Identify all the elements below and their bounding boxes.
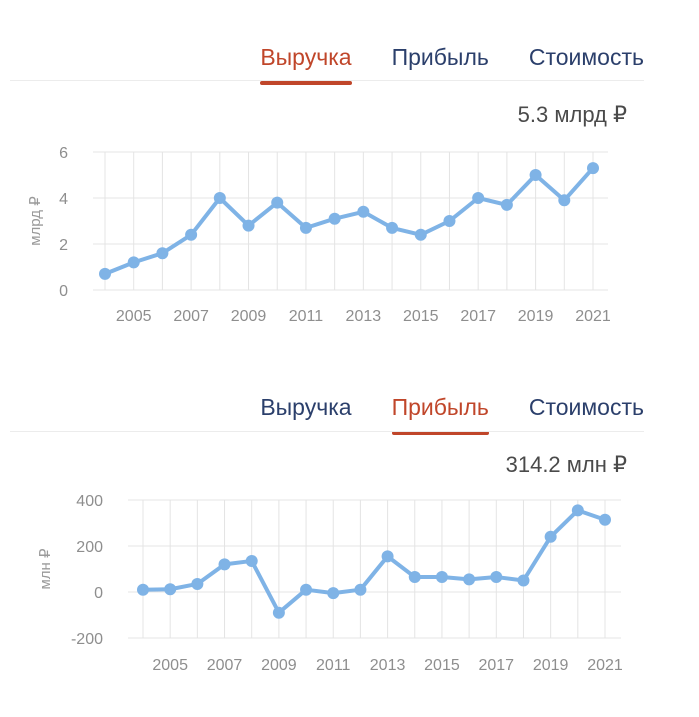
- x-tick-label: 2019: [518, 308, 554, 325]
- tab-revenue[interactable]: Выручка: [260, 44, 352, 85]
- x-tick-label: 2017: [460, 308, 496, 325]
- x-tick-label: 2013: [370, 657, 406, 674]
- data-point[interactable]: [357, 205, 370, 218]
- data-point[interactable]: [490, 571, 503, 584]
- data-point[interactable]: [164, 583, 177, 596]
- data-point[interactable]: [435, 571, 448, 584]
- y-axis-label: млрд ₽: [27, 196, 44, 246]
- x-tick-label: 2015: [424, 657, 460, 674]
- data-point[interactable]: [137, 583, 149, 596]
- data-point[interactable]: [517, 574, 530, 587]
- x-tick-label: 2015: [403, 308, 439, 325]
- data-point[interactable]: [191, 577, 204, 590]
- x-tick-label: 2005: [116, 308, 152, 325]
- x-tick-label: 2011: [289, 308, 324, 325]
- revenue-chart: 0 2 4 6 2005 2007 2009 2011 2013 2015 2017 2019 2021…: [27, 145, 611, 325]
- x-tick-label: 2019: [533, 657, 569, 674]
- series-line: [141, 508, 607, 615]
- x-tick-label: 2005: [152, 657, 188, 674]
- y-tick-label: 4: [59, 191, 68, 208]
- tab-value[interactable]: Стоимость: [528, 44, 644, 70]
- data-point[interactable]: [300, 583, 313, 596]
- x-tick-label: 2011: [316, 657, 351, 674]
- data-point[interactable]: [245, 554, 258, 567]
- x-tick-label: 2021: [575, 308, 611, 325]
- data-point[interactable]: [354, 583, 367, 596]
- y-tick-label: 0: [94, 585, 103, 602]
- tabs-divider: [10, 80, 644, 81]
- current-value: 314.2 млн ₽: [505, 452, 627, 477]
- y-tick-label: -200: [71, 631, 103, 648]
- data-point[interactable]: [381, 550, 394, 563]
- data-point[interactable]: [414, 228, 427, 241]
- metric-tabs: Выручка Прибыль Стоимость: [260, 394, 644, 435]
- data-point[interactable]: [299, 221, 312, 234]
- y-tick-label: 2: [59, 237, 68, 254]
- data-point[interactable]: [544, 530, 557, 543]
- x-tick-label: 2007: [173, 308, 209, 325]
- data-point[interactable]: [271, 196, 284, 209]
- data-point[interactable]: [443, 215, 456, 227]
- y-axis-label: млн ₽: [37, 548, 54, 590]
- x-tick-label: 2017: [478, 657, 514, 674]
- data-point[interactable]: [213, 192, 226, 204]
- data-point[interactable]: [218, 558, 231, 571]
- data-point[interactable]: [599, 513, 611, 526]
- x-tick-label: 2021: [587, 657, 623, 674]
- data-point[interactable]: [571, 504, 584, 517]
- data-point[interactable]: [408, 571, 421, 584]
- data-point[interactable]: [500, 198, 513, 211]
- tab-profit[interactable]: Прибыль: [391, 44, 489, 70]
- data-point[interactable]: [529, 169, 542, 181]
- current-value: 5.3 млрд ₽: [517, 102, 627, 127]
- tab-profit[interactable]: Прибыль: [391, 394, 490, 435]
- data-point[interactable]: [156, 247, 169, 260]
- y-tick-label: 400: [76, 493, 103, 510]
- data-point[interactable]: [558, 194, 571, 207]
- data-point[interactable]: [328, 212, 341, 225]
- data-point[interactable]: [587, 162, 599, 175]
- metric-tabs: Выручка Прибыль Стоимость: [260, 44, 644, 85]
- tab-value[interactable]: Стоимость: [528, 394, 644, 420]
- data-point[interactable]: [472, 192, 485, 204]
- data-point[interactable]: [463, 573, 476, 586]
- revenue-panel: Выручка Прибыль Стоимость 5.3 млрд ₽ 0 2 4…: [0, 0, 699, 340]
- tab-revenue[interactable]: Выручка: [260, 394, 352, 420]
- data-point[interactable]: [127, 256, 140, 269]
- tabs-divider: [10, 431, 644, 432]
- data-point[interactable]: [386, 221, 399, 234]
- data-point[interactable]: [327, 587, 340, 600]
- profit-chart: -200 0 200 400 2005 2007 2009 2011 2013 2015 2017 2…: [37, 493, 623, 674]
- data-point[interactable]: [272, 606, 285, 619]
- data-point[interactable]: [242, 219, 255, 232]
- y-tick-label: 200: [76, 539, 103, 556]
- x-tick-label: 2009: [261, 657, 297, 674]
- data-point[interactable]: [99, 267, 111, 280]
- series-line: [103, 166, 595, 276]
- profit-panel: Выручка Прибыль Стоимость 314.2 млн ₽ -2…: [0, 350, 699, 717]
- x-tick-label: 2007: [207, 657, 243, 674]
- y-tick-label: 6: [59, 145, 68, 162]
- data-point[interactable]: [185, 228, 198, 241]
- y-tick-label: 0: [59, 283, 68, 300]
- x-tick-label: 2013: [346, 308, 382, 325]
- x-tick-label: 2009: [231, 308, 267, 325]
